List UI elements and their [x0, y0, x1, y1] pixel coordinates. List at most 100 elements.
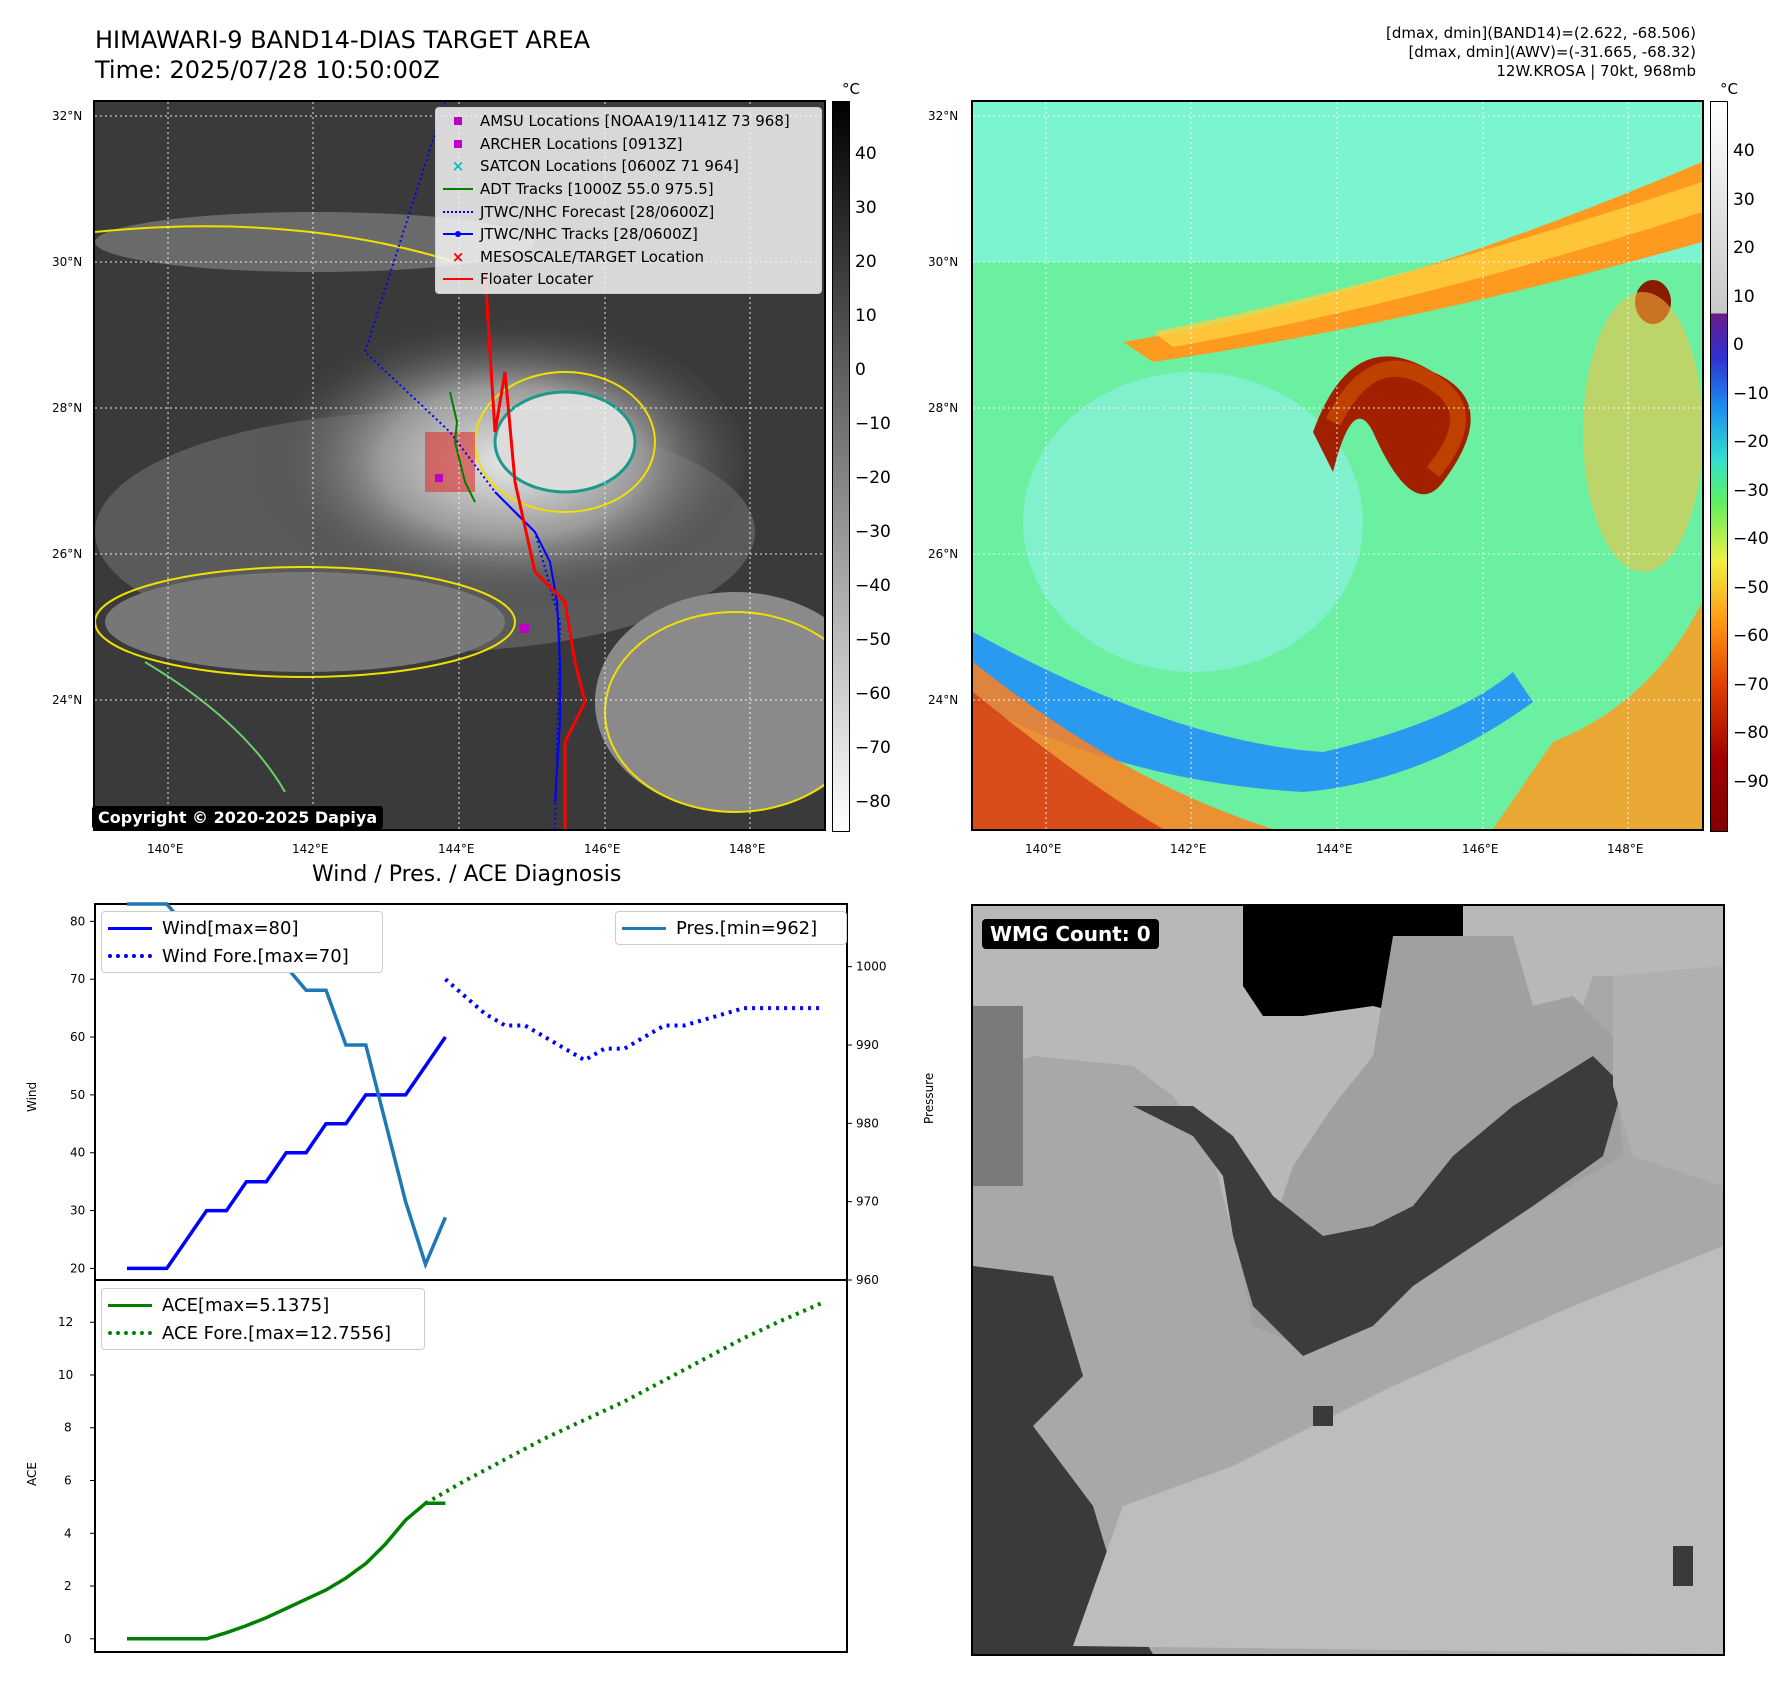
- legend-label: Floater Locater: [480, 270, 594, 289]
- legend-label: ARCHER Locations [0913Z]: [480, 134, 683, 153]
- ir-colorbar-label: 10: [855, 306, 877, 326]
- wind-forecast-series-line: [444, 977, 824, 1063]
- wv-colorbar-unit: °C: [1720, 80, 1738, 98]
- legend-entry-archer: ARCHER Locations [0913Z]: [436, 133, 821, 156]
- wind-series-line: [127, 1036, 447, 1271]
- wmg-image: [973, 906, 1723, 1654]
- legend-label: SATCON Locations [0600Z 71 964]: [480, 157, 739, 176]
- wv-satellite-image: [973, 102, 1702, 829]
- wmg-count-badge: WMG Count: 0: [982, 919, 1159, 949]
- ir-colorbar-label: −70: [855, 738, 891, 758]
- legend-label: MESOSCALE/TARGET Location: [480, 247, 705, 266]
- legend-entry-ace: ACE[max=5.1375]: [108, 1291, 418, 1319]
- wv-colorbar-label: −20: [1733, 432, 1769, 452]
- dotted-line-icon: [436, 210, 480, 213]
- diagnosis-frame: [94, 903, 848, 1653]
- wv-colorbar-label: −40: [1733, 529, 1769, 549]
- legend-label: ACE[max=5.1375]: [162, 1294, 330, 1316]
- legend-entry-satcon: × SATCON Locations [0600Z 71 964]: [436, 155, 821, 178]
- ir-colorbar-label: 20: [855, 252, 877, 272]
- ir-colorbar-label: −30: [855, 522, 891, 542]
- line-marker-icon: [436, 188, 480, 191]
- wv-colorbar-label: 10: [1733, 287, 1755, 307]
- wv-colorbar-label: −60: [1733, 626, 1769, 646]
- x-marker-icon: ×: [451, 157, 465, 176]
- wv-lon-label: 146°E: [1462, 842, 1499, 856]
- wv-colorbar-label: −70: [1733, 675, 1769, 695]
- ir-lon-label: 146°E: [584, 842, 621, 856]
- wind-tick-label: 20: [70, 1261, 85, 1275]
- archer-location-marker: [520, 624, 529, 633]
- wind-tick-label: 60: [70, 1030, 85, 1044]
- ace-tick-label: 6: [64, 1474, 72, 1488]
- legend-entry-pressure: Pres.[min=962]: [622, 914, 840, 942]
- wind-tick-label: 40: [70, 1146, 85, 1160]
- legend-entry-ace-forecast: ACE Fore.[max=12.7556]: [108, 1319, 418, 1347]
- legend-label: ADT Tracks [1000Z 55.0 975.5]: [480, 180, 714, 199]
- dotted-line-icon: [108, 954, 152, 958]
- legend-label: JTWC/NHC Forecast [28/0600Z]: [480, 202, 715, 221]
- pressure-tick-label: 960: [856, 1273, 879, 1287]
- pressure-tick-label: 980: [856, 1116, 879, 1130]
- wv-colorbar-label: −30: [1733, 481, 1769, 501]
- ir-lat-label: 30°N: [52, 255, 83, 269]
- wv-lon-label: 140°E: [1025, 842, 1062, 856]
- ir-colorbar-label: −50: [855, 630, 891, 650]
- square-marker-icon: [436, 117, 480, 126]
- legend-label: Wind Fore.[max=70]: [162, 945, 349, 967]
- legend-entry-wind-forecast: Wind Fore.[max=70]: [108, 942, 376, 970]
- amsu-location-marker: [435, 474, 443, 482]
- wv-lon-label: 144°E: [1316, 842, 1353, 856]
- ir-colorbar-label: −80: [855, 792, 891, 812]
- wind-tick-label: 80: [70, 914, 85, 928]
- legend-entry-target: × MESOSCALE/TARGET Location: [436, 246, 821, 269]
- wv-colorbar-label: 30: [1733, 190, 1755, 210]
- wv-colorbar-label: −90: [1733, 772, 1769, 792]
- wmg-image-panel[interactable]: [971, 904, 1725, 1656]
- ir-colorbar-label: 30: [855, 198, 877, 218]
- ir-lon-label: 148°E: [729, 842, 766, 856]
- legend-entry-tracks: JTWC/NHC Tracks [28/0600Z]: [436, 223, 821, 246]
- wv-lat-label: 26°N: [928, 547, 959, 561]
- pressure-tick-label: 990: [856, 1038, 879, 1052]
- info-storm: 12W.KROSA | 70kt, 968mb: [1496, 62, 1696, 80]
- wind-tick-label: 30: [70, 1204, 85, 1218]
- copyright-badge: Copyright © 2020-2025 Dapiya: [92, 806, 384, 829]
- wv-image-panel[interactable]: [971, 100, 1704, 831]
- ir-colorbar-label: 40: [855, 144, 877, 164]
- ace-tick-label: 0: [64, 1632, 72, 1646]
- ace-tick-label: 8: [64, 1421, 72, 1435]
- solid-line-icon: [108, 1303, 152, 1307]
- wind-legend: Wind[max=80] Wind Fore.[max=70]: [101, 911, 383, 973]
- ir-legend: AMSU Locations [NOAA19/1141Z 73 968] ARC…: [435, 107, 822, 294]
- solid-line-icon: [108, 926, 152, 930]
- ir-lat-label: 32°N: [52, 109, 83, 123]
- wv-colorbar-label: −10: [1733, 384, 1769, 404]
- ace-forecast-series-line: [424, 1300, 825, 1506]
- wv-colorbar-label: 20: [1733, 238, 1755, 258]
- pressure-legend: Pres.[min=962]: [615, 911, 847, 945]
- wind-tick-label: 50: [70, 1088, 85, 1102]
- ace-series-line: [127, 1501, 446, 1641]
- legend-entry-adt: ADT Tracks [1000Z 55.0 975.5]: [436, 178, 821, 201]
- wind-tick-label: 70: [70, 972, 85, 986]
- figure-time: Time: 2025/07/28 10:50:00Z: [95, 56, 440, 84]
- wv-lat-label: 32°N: [928, 109, 959, 123]
- legend-entry-forecast: JTWC/NHC Forecast [28/0600Z]: [436, 200, 821, 223]
- line-marker-icon: [436, 278, 480, 281]
- info-band14: [dmax, dmin](BAND14)=(2.622, -68.506): [1385, 24, 1696, 42]
- legend-entry-wind: Wind[max=80]: [108, 914, 376, 942]
- ir-colorbar-label: −40: [855, 576, 891, 596]
- wv-colorbar: [1710, 101, 1728, 832]
- pressure-tick-label: 970: [856, 1195, 879, 1209]
- square-marker-icon: [436, 139, 480, 148]
- wv-lon-label: 142°E: [1170, 842, 1207, 856]
- wv-lon-label: 148°E: [1607, 842, 1644, 856]
- ace-tick-label: 12: [58, 1315, 73, 1329]
- legend-label: Wind[max=80]: [162, 917, 299, 939]
- ir-colorbar-label: −60: [855, 684, 891, 704]
- ir-colorbar: [832, 101, 850, 832]
- ir-lon-label: 144°E: [438, 842, 475, 856]
- diagnosis-title: Wind / Pres. / ACE Diagnosis: [312, 862, 622, 887]
